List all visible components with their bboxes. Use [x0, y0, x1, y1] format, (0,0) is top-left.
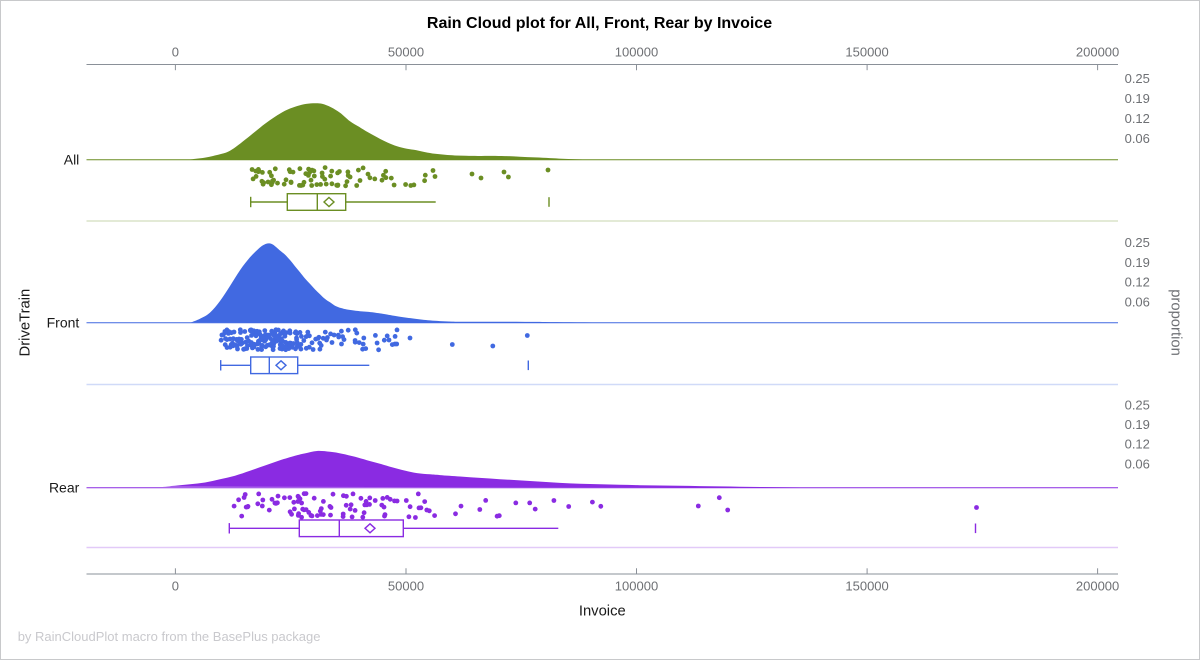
svg-text:0: 0 — [172, 579, 179, 594]
svg-text:0.12: 0.12 — [1125, 437, 1150, 452]
svg-text:Rain Cloud plot for All, Front: Rain Cloud plot for All, Front, Rear by … — [427, 15, 772, 32]
svg-text:Invoice: Invoice — [579, 604, 626, 620]
svg-text:Front: Front — [47, 315, 80, 331]
svg-text:0: 0 — [172, 45, 179, 60]
svg-text:0.06: 0.06 — [1125, 295, 1150, 310]
svg-text:by RainCloudPlot macro from th: by RainCloudPlot macro from the BasePlus… — [18, 629, 321, 644]
svg-text:0.25: 0.25 — [1125, 71, 1150, 86]
svg-text:0.19: 0.19 — [1125, 417, 1150, 432]
svg-text:150000: 150000 — [845, 579, 888, 594]
svg-text:0.06: 0.06 — [1125, 457, 1150, 472]
svg-text:0.19: 0.19 — [1125, 91, 1150, 106]
svg-text:0.12: 0.12 — [1125, 275, 1150, 290]
svg-text:50000: 50000 — [388, 579, 424, 594]
svg-text:proportion: proportion — [1168, 289, 1184, 356]
svg-text:200000: 200000 — [1076, 579, 1119, 594]
svg-text:100000: 100000 — [615, 45, 658, 60]
svg-text:Rear: Rear — [49, 480, 80, 496]
svg-text:0.25: 0.25 — [1125, 235, 1150, 250]
svg-text:100000: 100000 — [615, 579, 658, 594]
svg-text:150000: 150000 — [845, 45, 888, 60]
svg-text:0.06: 0.06 — [1125, 131, 1150, 146]
svg-text:DriveTrain: DriveTrain — [17, 289, 33, 357]
svg-text:0.12: 0.12 — [1125, 111, 1150, 126]
svg-text:0.19: 0.19 — [1125, 255, 1150, 270]
svg-text:0.25: 0.25 — [1125, 398, 1150, 413]
svg-text:200000: 200000 — [1076, 45, 1119, 60]
svg-text:50000: 50000 — [388, 45, 424, 60]
svg-text:All: All — [64, 152, 80, 168]
